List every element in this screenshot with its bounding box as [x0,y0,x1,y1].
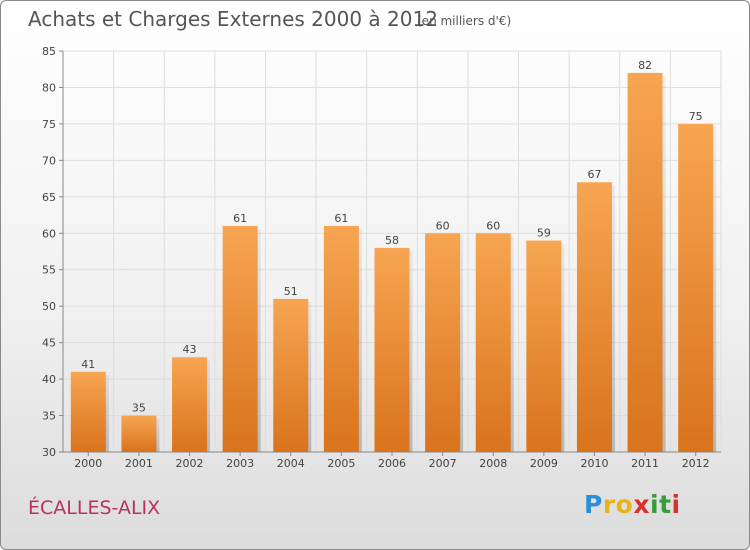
x-tick-label: 2009 [530,457,558,470]
data-label: 67 [587,168,601,181]
x-tick-label: 2000 [74,457,102,470]
logo-letter: i [671,490,681,519]
bar [172,357,208,452]
x-tick-label: 2011 [631,457,659,470]
y-tick-label: 65 [42,191,56,204]
logo-letter: i [650,490,660,519]
data-label: 60 [486,219,500,232]
x-tick-label: 2005 [327,457,355,470]
bar [323,225,359,452]
y-tick-label: 85 [42,45,56,58]
bar [576,182,612,452]
bar [526,240,562,452]
data-label: 60 [436,219,450,232]
bar [222,225,258,452]
y-tick-label: 80 [42,81,56,94]
y-tick-label: 75 [42,118,56,131]
y-tick-label: 60 [42,227,56,240]
data-label: 59 [537,227,551,240]
x-tick-label: 2007 [429,457,457,470]
bar [374,247,410,452]
bar [121,415,157,452]
x-tick-label: 2004 [277,457,305,470]
data-label: 41 [81,358,95,371]
logo-letter: t [659,490,672,519]
x-tick-label: 2008 [479,457,507,470]
proxiti-logo[interactable]: Proxiti [584,490,681,519]
data-label: 82 [638,59,652,72]
y-tick-label: 50 [42,300,56,313]
data-label: 35 [132,402,146,415]
data-label: 58 [385,234,399,247]
logo-letter: P [584,490,603,519]
x-tick-label: 2001 [125,457,153,470]
x-tick-label: 2006 [378,457,406,470]
x-tick-label: 2002 [176,457,204,470]
bar [678,123,714,452]
bar [425,233,461,452]
logo-letter: o [615,490,634,519]
y-tick-label: 70 [42,154,56,167]
logo-letter: x [633,490,650,519]
x-tick-label: 2010 [580,457,608,470]
bar [273,298,309,452]
y-tick-label: 30 [42,446,56,459]
chart-subtitle: (en milliers d'€) [417,14,512,28]
y-tick-label: 40 [42,373,56,386]
x-tick-label: 2003 [226,457,254,470]
data-label: 61 [334,212,348,225]
bar [627,72,663,452]
x-tick-label: 2012 [682,457,710,470]
y-tick-label: 35 [42,410,56,423]
y-tick-label: 55 [42,264,56,277]
data-label: 61 [233,212,247,225]
logo-letter: r [602,490,616,519]
bar-layer: 41 35 43 61 51 61 58 60 60 59 67 82 75 [70,59,717,452]
place-name: ÉCALLES-ALIX [28,497,161,519]
bar [475,233,511,452]
data-label: 75 [689,110,703,123]
axis-layer: 30 35 40 45 50 55 60 65 70 75 80 85 2000 2001 2002 2003… [42,45,721,470]
data-label: 43 [183,343,197,356]
y-tick-label: 45 [42,337,56,350]
data-label: 51 [284,285,298,298]
chart-title: Achats et Charges Externes 2000 à 2012 [28,7,438,31]
bar [70,371,106,452]
